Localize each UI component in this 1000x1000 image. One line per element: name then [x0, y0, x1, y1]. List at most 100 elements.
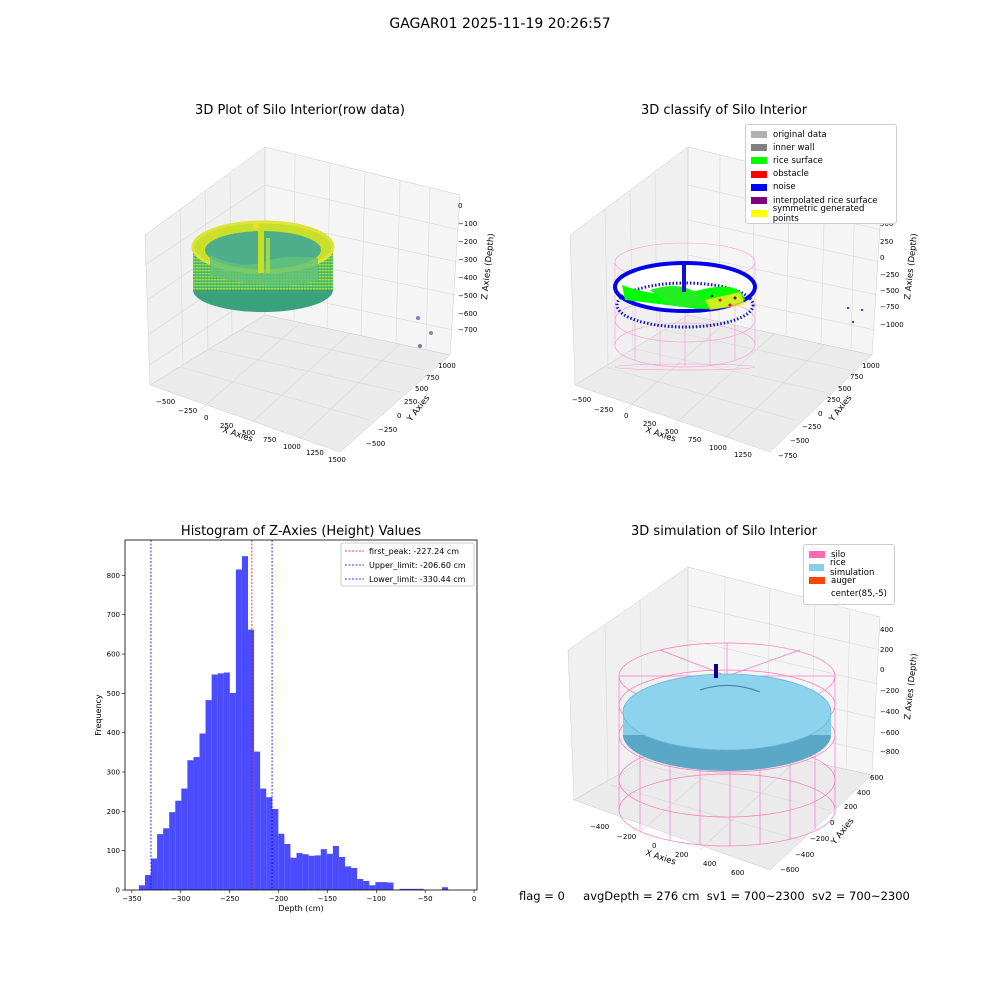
histogram-bar: [320, 849, 327, 890]
histogram-title: Histogram of Z-Axies (Height) Values: [180, 524, 422, 539]
histogram-bar: [345, 866, 352, 890]
svg-text:200: 200: [880, 646, 893, 654]
svg-text:750: 750: [688, 436, 701, 444]
legend-swatch: [751, 157, 767, 165]
legend-item: silo: [809, 548, 889, 561]
svg-text:−100: −100: [458, 220, 477, 228]
histogram-y-tick-label: 700: [107, 611, 120, 619]
histogram-bar: [241, 556, 249, 890]
histogram-y-tick-label: 600: [107, 651, 120, 659]
legend-label: symmetric generated points: [772, 203, 865, 224]
legend-item: rice surface: [751, 154, 891, 167]
histogram-y-tick-label: 400: [107, 729, 120, 737]
legend-label: auger: [831, 575, 856, 586]
histogram-bar: [199, 733, 206, 890]
histogram-bar: [296, 853, 303, 890]
histogram-x-tick-label: −250: [220, 895, 239, 903]
svg-text:250: 250: [220, 422, 233, 430]
histogram-bar: [248, 629, 255, 890]
histogram-x-tick-label: −300: [171, 895, 190, 903]
histogram-bar: [351, 867, 358, 890]
histogram-bar: [151, 858, 158, 890]
svg-text:1250: 1250: [306, 449, 324, 457]
histogram-bar: [175, 800, 182, 890]
svg-text:−200: −200: [617, 833, 636, 841]
legend-item: interpolated rice surface: [751, 194, 891, 207]
svg-text:−600: −600: [780, 866, 799, 874]
svg-text:−500: −500: [572, 396, 591, 404]
svg-text:0: 0: [458, 202, 462, 210]
legend-upper-limit: Upper_limit: -206.60 cm: [369, 561, 466, 570]
histogram-y-tick-label: 100: [107, 847, 120, 855]
svg-text:−400: −400: [795, 851, 814, 859]
legend-lower-limit: Lower_limit: -330.44 cm: [369, 575, 466, 584]
histogram-x-tick-label: −350: [122, 895, 141, 903]
histogram-bar: [187, 760, 194, 890]
legend-swatch: [751, 144, 767, 152]
legend-label: obstacle: [773, 169, 809, 180]
svg-text:−250: −250: [880, 271, 899, 279]
simulation-legend: silo rice simulation auger center(85,-5): [803, 544, 895, 605]
histogram-bar: [163, 828, 170, 890]
svg-text:500: 500: [415, 385, 428, 393]
histogram-bar: [332, 845, 339, 890]
legend-swatch: [809, 551, 825, 559]
svg-text:−300: −300: [458, 256, 477, 264]
histogram-bar: [169, 812, 176, 890]
histogram-bar: [290, 857, 297, 890]
histogram-bar: [363, 880, 370, 890]
histogram-bar: [338, 856, 345, 890]
histogram-legend: first_peak: -227.24 cm Upper_limit: -206…: [340, 542, 475, 587]
legend-label: interpolated rice surface: [773, 195, 878, 206]
svg-text:200: 200: [675, 851, 688, 859]
legend-item: auger: [809, 574, 889, 587]
histogram-bar: [284, 843, 291, 890]
histogram-y-tick-label: 200: [107, 808, 120, 816]
svg-text:0: 0: [880, 254, 884, 262]
svg-text:0: 0: [652, 842, 656, 850]
simulation-z-label: Z Axies (Depth): [903, 653, 920, 720]
svg-text:500: 500: [838, 385, 851, 393]
legend-label: silo: [831, 549, 846, 560]
histogram-bar: [217, 673, 224, 890]
classify-panel-title: 3D classify of Silo Interior: [640, 103, 808, 118]
legend-swatch: [751, 170, 767, 178]
svg-text:−1000: −1000: [880, 321, 904, 329]
histogram-bar: [138, 885, 145, 890]
svg-text:−600: −600: [458, 310, 477, 318]
histogram-bar: [223, 672, 230, 890]
histogram-bar: [357, 878, 364, 890]
histogram-x-tick-label: −150: [318, 895, 337, 903]
legend-item: center(85,-5): [809, 588, 889, 601]
legend-first-peak: first_peak: -227.24 cm: [369, 547, 459, 556]
histogram-bar: [272, 808, 279, 890]
legend-swatch: [751, 131, 767, 139]
histogram-bar: [441, 887, 449, 890]
svg-text:−250: −250: [802, 423, 821, 431]
histogram-bar: [399, 888, 406, 890]
histogram-bar: [278, 833, 285, 890]
histogram-x-tick-label: 0: [472, 895, 476, 903]
histogram-bar: [260, 788, 267, 890]
svg-text:−400: −400: [458, 274, 477, 282]
histogram-bar: [193, 757, 200, 890]
histogram-bar: [314, 855, 321, 890]
svg-text:−600: −600: [880, 729, 899, 737]
svg-text:750: 750: [850, 373, 863, 381]
svg-text:250: 250: [643, 420, 656, 428]
svg-text:−400: −400: [590, 823, 609, 831]
legend-item: symmetric generated points: [751, 204, 891, 224]
svg-text:600: 600: [870, 774, 883, 782]
legend-label: center(85,-5): [831, 589, 887, 600]
histogram-bar: [229, 692, 236, 890]
histogram-y-tick-label: 300: [107, 769, 120, 777]
histogram-bar: [308, 855, 315, 890]
svg-text:1000: 1000: [438, 362, 456, 370]
legend-label: original data: [773, 129, 827, 140]
histogram-y-tick-label: 800: [107, 572, 120, 580]
svg-text:400: 400: [857, 789, 870, 797]
histogram-bar: [369, 885, 376, 890]
status-line: flag = 0 avgDepth = 276 cm sv1 = 700~230…: [519, 889, 910, 903]
svg-text:−800: −800: [880, 748, 899, 756]
